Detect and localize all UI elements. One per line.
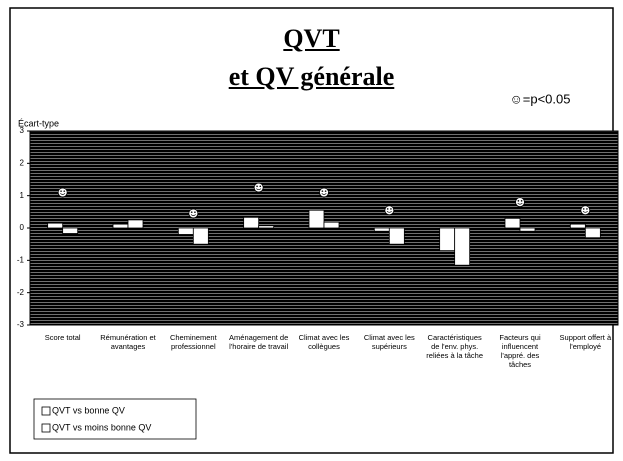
marker-mouth bbox=[517, 202, 523, 205]
significance-marker bbox=[253, 182, 264, 193]
bar bbox=[584, 227, 601, 239]
marker-eye bbox=[324, 190, 327, 192]
bar bbox=[504, 217, 521, 229]
marker-eye bbox=[256, 185, 258, 188]
x-tick-label: Climat avec les supérieurs bbox=[363, 333, 415, 351]
x-tick-label: Caractéristiques de l'env. phys. reliées… bbox=[426, 333, 483, 360]
marker-eye bbox=[321, 190, 324, 192]
marker-eye bbox=[517, 200, 520, 202]
y-tick-label: 1 bbox=[20, 191, 25, 200]
marker-mouth bbox=[321, 193, 327, 195]
bar bbox=[388, 227, 405, 245]
y-tick-label: 2 bbox=[20, 158, 25, 167]
significance-marker bbox=[319, 187, 329, 198]
marker-mouth bbox=[386, 210, 392, 213]
marker-eye bbox=[190, 211, 193, 213]
marker-eye bbox=[582, 208, 585, 210]
subtitle: et QV générale bbox=[228, 62, 395, 91]
legend-label: QVT vs bonne QV bbox=[52, 405, 125, 415]
y-tick-label: -1 bbox=[17, 255, 25, 264]
marker-eye bbox=[390, 208, 392, 210]
significance-marker bbox=[188, 208, 199, 219]
x-tick-label: Score total bbox=[44, 333, 81, 342]
bar bbox=[47, 222, 64, 229]
bar bbox=[569, 223, 586, 229]
bar bbox=[62, 227, 79, 234]
bar bbox=[192, 227, 209, 245]
significance-marker bbox=[580, 205, 591, 216]
marker-eye bbox=[386, 208, 389, 210]
y-tick-label: -3 bbox=[17, 320, 25, 329]
marker-eye bbox=[60, 190, 62, 192]
marker-mouth bbox=[60, 193, 66, 195]
legend-swatch bbox=[41, 406, 51, 416]
bar bbox=[308, 209, 325, 229]
marker-eye bbox=[259, 185, 262, 188]
marker-mouth bbox=[582, 210, 588, 213]
marker-eye bbox=[586, 208, 588, 210]
bar bbox=[323, 221, 340, 229]
note: ☺=p<0.05 bbox=[510, 91, 571, 106]
bar bbox=[112, 223, 129, 229]
y-tick-label: 3 bbox=[20, 126, 25, 135]
y-tick-label: -2 bbox=[17, 288, 25, 297]
legend-box bbox=[33, 398, 197, 440]
y-axis-label: Écart-type bbox=[18, 118, 59, 128]
marker-eye bbox=[520, 200, 523, 202]
bar bbox=[454, 227, 471, 266]
marker-eye bbox=[63, 190, 66, 192]
marker-mouth bbox=[190, 214, 196, 216]
significance-marker bbox=[384, 205, 395, 216]
bar bbox=[177, 227, 194, 235]
x-tick-label: Support offert à l'employé bbox=[559, 333, 612, 351]
bar bbox=[243, 216, 260, 229]
marker-eye bbox=[194, 211, 196, 213]
significance-marker bbox=[515, 197, 525, 208]
y-tick-label: 0 bbox=[20, 223, 25, 232]
x-tick-label: Climat avec les collègues bbox=[298, 333, 350, 351]
bar bbox=[519, 227, 536, 232]
bar bbox=[373, 227, 390, 232]
legend-label: QVT vs moins bonne QV bbox=[52, 422, 151, 432]
significance-marker bbox=[57, 187, 68, 198]
x-tick-label: Rémunération et avantages bbox=[100, 333, 156, 351]
x-tick-label: Cheminement professionnel bbox=[169, 333, 217, 351]
marker-mouth bbox=[256, 188, 262, 191]
x-tick-label: Facteurs qui influencent l'appré. des tâ… bbox=[499, 333, 541, 369]
legend-swatch bbox=[41, 423, 51, 433]
bar bbox=[127, 219, 144, 229]
bar bbox=[439, 227, 456, 252]
title: QVT bbox=[283, 24, 340, 53]
bar bbox=[258, 225, 275, 229]
x-tick-label: Aménagement de l'horaire de travail bbox=[229, 333, 289, 351]
